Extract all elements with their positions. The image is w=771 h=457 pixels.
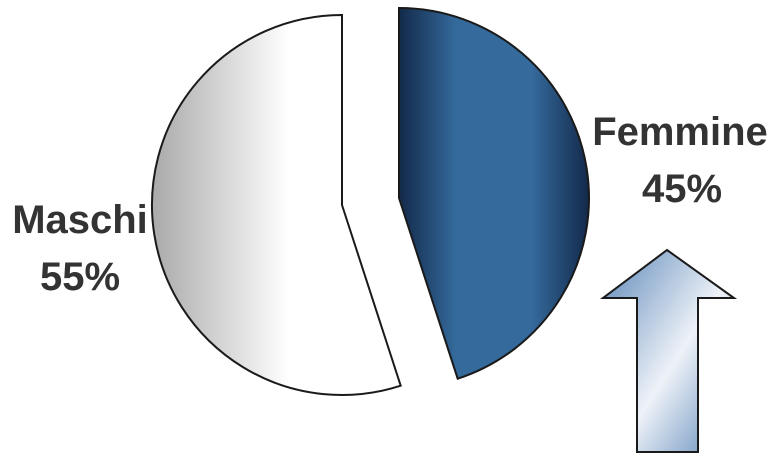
pie-slice-maschi: [151, 13, 402, 396]
slice-label-femmine: Femmine: [592, 110, 768, 154]
up-arrow-icon: [600, 248, 738, 453]
slice-label-maschi: Maschi: [12, 198, 148, 242]
slice-value-maschi: 55%: [40, 255, 120, 299]
pie-slice-femmine: [398, 6, 590, 380]
slice-value-femmine: 45%: [642, 167, 722, 211]
